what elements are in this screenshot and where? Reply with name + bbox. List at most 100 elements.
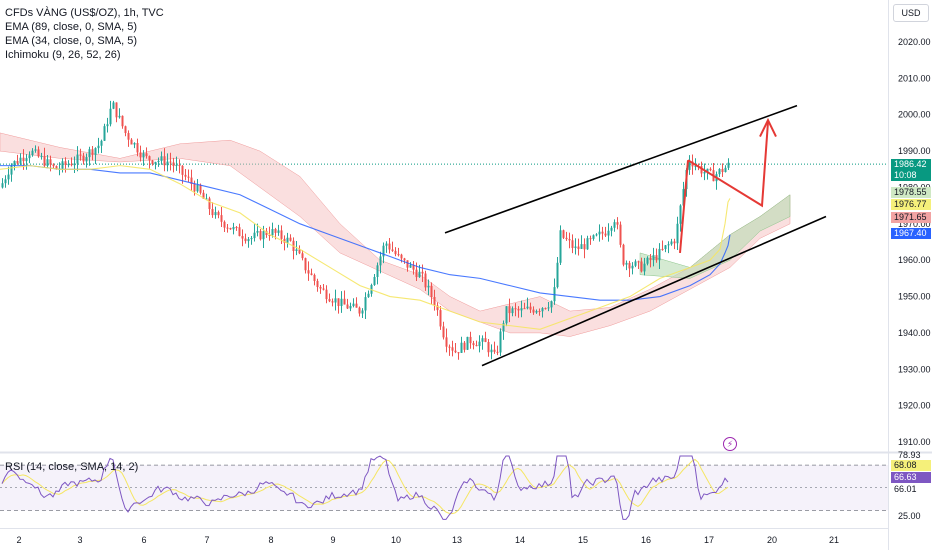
currency-button[interactable]: USD	[893, 4, 929, 22]
ema-yellow-price-tag: 1976.77	[891, 199, 931, 210]
candle-body	[454, 350, 457, 353]
candle-body	[271, 229, 274, 236]
ema89-legend[interactable]: EMA (89, close, 0, SMA, 5)	[5, 21, 138, 33]
candle-body	[31, 150, 34, 156]
candle-body	[601, 231, 604, 234]
candle-body	[640, 261, 643, 272]
symbol-title[interactable]: CFDs VÀNG (US$/OZ), 1h, TVC	[5, 7, 164, 19]
rsi-legend[interactable]: RSI (14, close, SMA, 14, 2)	[5, 461, 139, 473]
candle-body	[403, 258, 406, 261]
candle-body	[127, 133, 130, 140]
candle-body	[34, 149, 37, 151]
candle-body	[16, 161, 19, 164]
candle-body	[247, 239, 250, 242]
candle-body	[571, 240, 574, 248]
time-tick-label: 13	[452, 535, 462, 545]
time-tick-label: 20	[767, 535, 777, 545]
candle-body	[217, 212, 220, 216]
channel-upper-line	[444, 104, 798, 234]
candle-body	[607, 230, 610, 236]
candle-body	[415, 269, 418, 278]
rsi-tick-label: 78.93	[898, 450, 921, 460]
price-tick-label: 1940.00	[898, 328, 931, 338]
candle-body	[115, 102, 118, 118]
candle-body	[208, 198, 211, 210]
candle-body	[118, 115, 121, 118]
candle-body	[526, 306, 529, 309]
candle-body	[172, 162, 175, 166]
candle-body	[100, 140, 103, 146]
candle-body	[178, 164, 181, 166]
candle-body	[64, 161, 67, 165]
price-tick-label: 1930.00	[898, 364, 931, 374]
candle-body	[544, 308, 547, 310]
candle-body	[223, 221, 226, 228]
candle-body	[67, 164, 70, 166]
candle-body	[532, 309, 535, 313]
candle-body	[577, 246, 580, 249]
candle-body	[676, 223, 679, 244]
candle-body	[508, 306, 511, 314]
candle-body	[664, 245, 667, 250]
candle-body	[625, 262, 628, 265]
price-tick-label: 2000.00	[898, 110, 931, 120]
candle-body	[307, 270, 310, 274]
candle-body	[214, 212, 217, 216]
candle-body	[55, 166, 58, 170]
candle-body	[106, 124, 109, 127]
countdown-value: 10:08	[894, 170, 917, 180]
price-tick-label: 1960.00	[898, 255, 931, 265]
cloud-price-tag: 1971.65	[891, 212, 931, 223]
candle-body	[682, 189, 685, 206]
candle-body	[481, 338, 484, 342]
candle-body	[343, 298, 346, 305]
candle-body	[250, 238, 253, 240]
ichimoku-legend[interactable]: Ichimoku (9, 26, 52, 26)	[5, 49, 121, 61]
candle-body	[559, 230, 562, 263]
candle-body	[649, 257, 652, 261]
candle-body	[346, 304, 349, 309]
candle-body	[340, 298, 343, 306]
candle-body	[325, 289, 328, 300]
candle-body	[466, 336, 469, 350]
candle-body	[49, 159, 52, 165]
candle-body	[409, 265, 412, 268]
candle-body	[301, 253, 304, 259]
candle-body	[256, 230, 259, 233]
candle-body	[598, 231, 601, 235]
candle-body	[496, 351, 499, 353]
candle-body	[349, 306, 352, 309]
candle-body	[637, 261, 640, 263]
candle-body	[313, 274, 316, 281]
candle-body	[7, 174, 10, 180]
candle-body	[652, 255, 655, 261]
candle-body	[388, 243, 391, 250]
ema34-legend[interactable]: EMA (34, close, 0, SMA, 5)	[5, 35, 138, 47]
rsi-top-tag: 68.08	[891, 460, 931, 471]
candle-body	[241, 236, 244, 239]
candle-body	[184, 174, 187, 177]
candle-body	[259, 230, 262, 240]
candle-body	[568, 239, 571, 241]
candle-body	[310, 273, 313, 275]
candle-body	[583, 244, 586, 250]
candle-body	[193, 183, 196, 192]
price-tick-label: 2020.00	[898, 37, 931, 47]
candle-body	[265, 231, 268, 235]
candle-body	[475, 345, 478, 347]
candle-body	[355, 303, 358, 308]
candle-body	[724, 167, 727, 173]
candle-body	[385, 243, 388, 246]
candle-body	[187, 176, 190, 178]
candle-body	[130, 139, 133, 145]
candle-body	[556, 262, 559, 288]
candle-body	[268, 234, 271, 236]
candle-body	[523, 308, 526, 310]
flash-icon[interactable]: ⚡	[723, 437, 737, 451]
candle-body	[22, 157, 25, 162]
time-tick-label: 9	[330, 535, 335, 545]
candle-body	[631, 265, 634, 269]
